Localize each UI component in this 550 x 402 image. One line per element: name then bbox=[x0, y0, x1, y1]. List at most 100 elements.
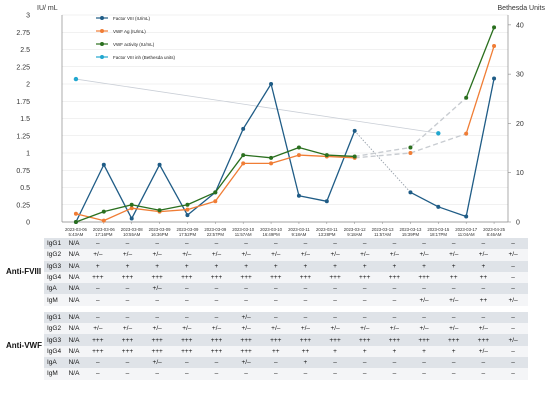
data-point bbox=[352, 154, 357, 159]
x-tick-label-time: 11:57AM bbox=[374, 232, 391, 237]
table-cell: – bbox=[438, 356, 469, 369]
table-cell: – bbox=[349, 368, 380, 380]
x-tick-label-date: 2023-03-06 bbox=[65, 227, 88, 232]
table-cell: N/A bbox=[65, 345, 83, 357]
series-line-segment bbox=[214, 162, 244, 202]
data-point bbox=[464, 95, 469, 100]
data-point bbox=[408, 190, 413, 195]
table-cell: ++ bbox=[290, 345, 321, 357]
table-cell: – bbox=[498, 238, 528, 250]
table-cell: N/A bbox=[65, 260, 83, 272]
table-cell: – bbox=[438, 368, 469, 380]
table-cell: +++ bbox=[201, 334, 232, 346]
x-tick-label-time: 22:57PM bbox=[207, 232, 225, 237]
table-cell: – bbox=[379, 356, 410, 369]
table-cell: – bbox=[498, 368, 528, 380]
table-cell: – bbox=[112, 294, 143, 306]
subclass-label: IgA bbox=[44, 356, 65, 369]
table-cell: ++ bbox=[438, 271, 469, 284]
table-cell: – bbox=[83, 356, 113, 369]
table-cell: – bbox=[201, 294, 232, 306]
table-cell: +++ bbox=[112, 334, 143, 346]
series-line-segment bbox=[270, 154, 300, 164]
y-left-tick-label: 2.25 bbox=[16, 64, 30, 71]
series-gap-line bbox=[354, 130, 411, 193]
x-tick-label-date: 2023-03-17 bbox=[455, 227, 478, 232]
table-cell: – bbox=[349, 294, 380, 306]
table-cell: +++ bbox=[468, 334, 499, 346]
table-cell: +++ bbox=[83, 334, 113, 346]
table-cell: +/– bbox=[409, 323, 439, 335]
legend-entry: VWF activity (IU/mL) bbox=[113, 42, 155, 47]
y-left-tick-label: 1.5 bbox=[20, 116, 30, 123]
table-cell: – bbox=[409, 311, 439, 324]
x-tick-label-date: 2023-03-09 bbox=[204, 227, 227, 232]
series-line-segment bbox=[187, 191, 216, 216]
x-tick-label-date: 2023-03-12 bbox=[344, 227, 367, 232]
table-cell: + bbox=[290, 260, 321, 272]
table-row: IgG2 N/A +/– +/– +/– +/– +/– +/– +/– +/– +/– +/– +/–… bbox=[44, 249, 528, 261]
table-cell: + bbox=[438, 260, 469, 272]
table-cell: +++ bbox=[379, 334, 410, 346]
data-point-factor-viii-inh bbox=[73, 76, 79, 82]
series-line-segment bbox=[326, 130, 356, 202]
table-cell: – bbox=[260, 311, 291, 324]
subclass-label: IgA bbox=[44, 283, 65, 295]
table-cell: – bbox=[379, 238, 410, 250]
table-cell: + bbox=[112, 260, 143, 272]
table-cell: – bbox=[112, 368, 143, 380]
table-cell: + bbox=[320, 260, 350, 272]
series-gap-line bbox=[410, 133, 467, 154]
table-cell: – bbox=[201, 283, 232, 295]
table-cell: – bbox=[171, 283, 202, 295]
table-cell: ++ bbox=[468, 271, 499, 284]
table-cell: +++ bbox=[112, 271, 143, 284]
table-cell: +++ bbox=[171, 271, 202, 284]
series-line-segment bbox=[270, 146, 300, 159]
y-left-tick-label: 2.5 bbox=[20, 47, 30, 54]
series-line-segment bbox=[242, 83, 272, 130]
table-cell: – bbox=[142, 368, 172, 380]
table-row: IgG2 N/A +/– +/– +/– +/– +/– +/– +/– +/– +/– +/– +/–… bbox=[44, 323, 528, 335]
table-row: IgG4 N/A +++ +++ +++ +++ +++ +++ ++ ++ + + + + + +/– – bbox=[44, 345, 528, 357]
x-tick-label-time: 16:49PM bbox=[262, 232, 280, 237]
y-left-tick-label: 1.75 bbox=[16, 99, 30, 106]
table-cell: – bbox=[498, 356, 528, 369]
data-point bbox=[408, 151, 413, 155]
table-cell: – bbox=[112, 356, 143, 369]
series-line-segment bbox=[103, 207, 132, 222]
table-cell: – bbox=[438, 238, 469, 250]
table-cell: +++ bbox=[83, 345, 113, 357]
table-cell: +/– bbox=[409, 294, 439, 306]
table-cell: +/– bbox=[231, 311, 261, 324]
series-line-segment bbox=[465, 45, 495, 134]
table-cell: N/A bbox=[65, 323, 83, 335]
table-cell: +/– bbox=[142, 283, 172, 295]
table-cell: + bbox=[201, 260, 232, 272]
data-point bbox=[492, 44, 497, 49]
table-cell: + bbox=[171, 260, 202, 272]
table-cell: – bbox=[379, 368, 410, 380]
table-cell: – bbox=[83, 238, 113, 250]
table-cell: – bbox=[320, 283, 350, 295]
x-tick-label-time: 16:36PM bbox=[151, 232, 169, 237]
table-cell: – bbox=[349, 356, 380, 369]
y-right-tick-label: 30 bbox=[516, 72, 524, 79]
table-cell: +/– bbox=[112, 249, 143, 261]
table-cell: +/– bbox=[290, 249, 321, 261]
data-point bbox=[464, 131, 469, 136]
table-cell: – bbox=[498, 271, 528, 284]
data-point bbox=[436, 204, 441, 209]
table-cell: +++ bbox=[290, 271, 321, 284]
table-cell: +/– bbox=[83, 249, 113, 261]
y-left-tick-label: 0 bbox=[26, 220, 30, 227]
table-cell: – bbox=[320, 311, 350, 324]
series-line-segment bbox=[326, 155, 355, 159]
subclass-label: IgG4 bbox=[44, 271, 65, 284]
table-cell: +/– bbox=[320, 323, 350, 335]
series-line-segment bbox=[159, 204, 188, 211]
antibody-tables: Anti-FVIII IgG1 N/A – – – – – – – – – – – – – – – IgG2 N/A +… bbox=[0, 238, 550, 380]
table-cell: – bbox=[83, 368, 113, 380]
table-cell: N/A bbox=[65, 283, 83, 295]
data-point bbox=[129, 202, 134, 207]
